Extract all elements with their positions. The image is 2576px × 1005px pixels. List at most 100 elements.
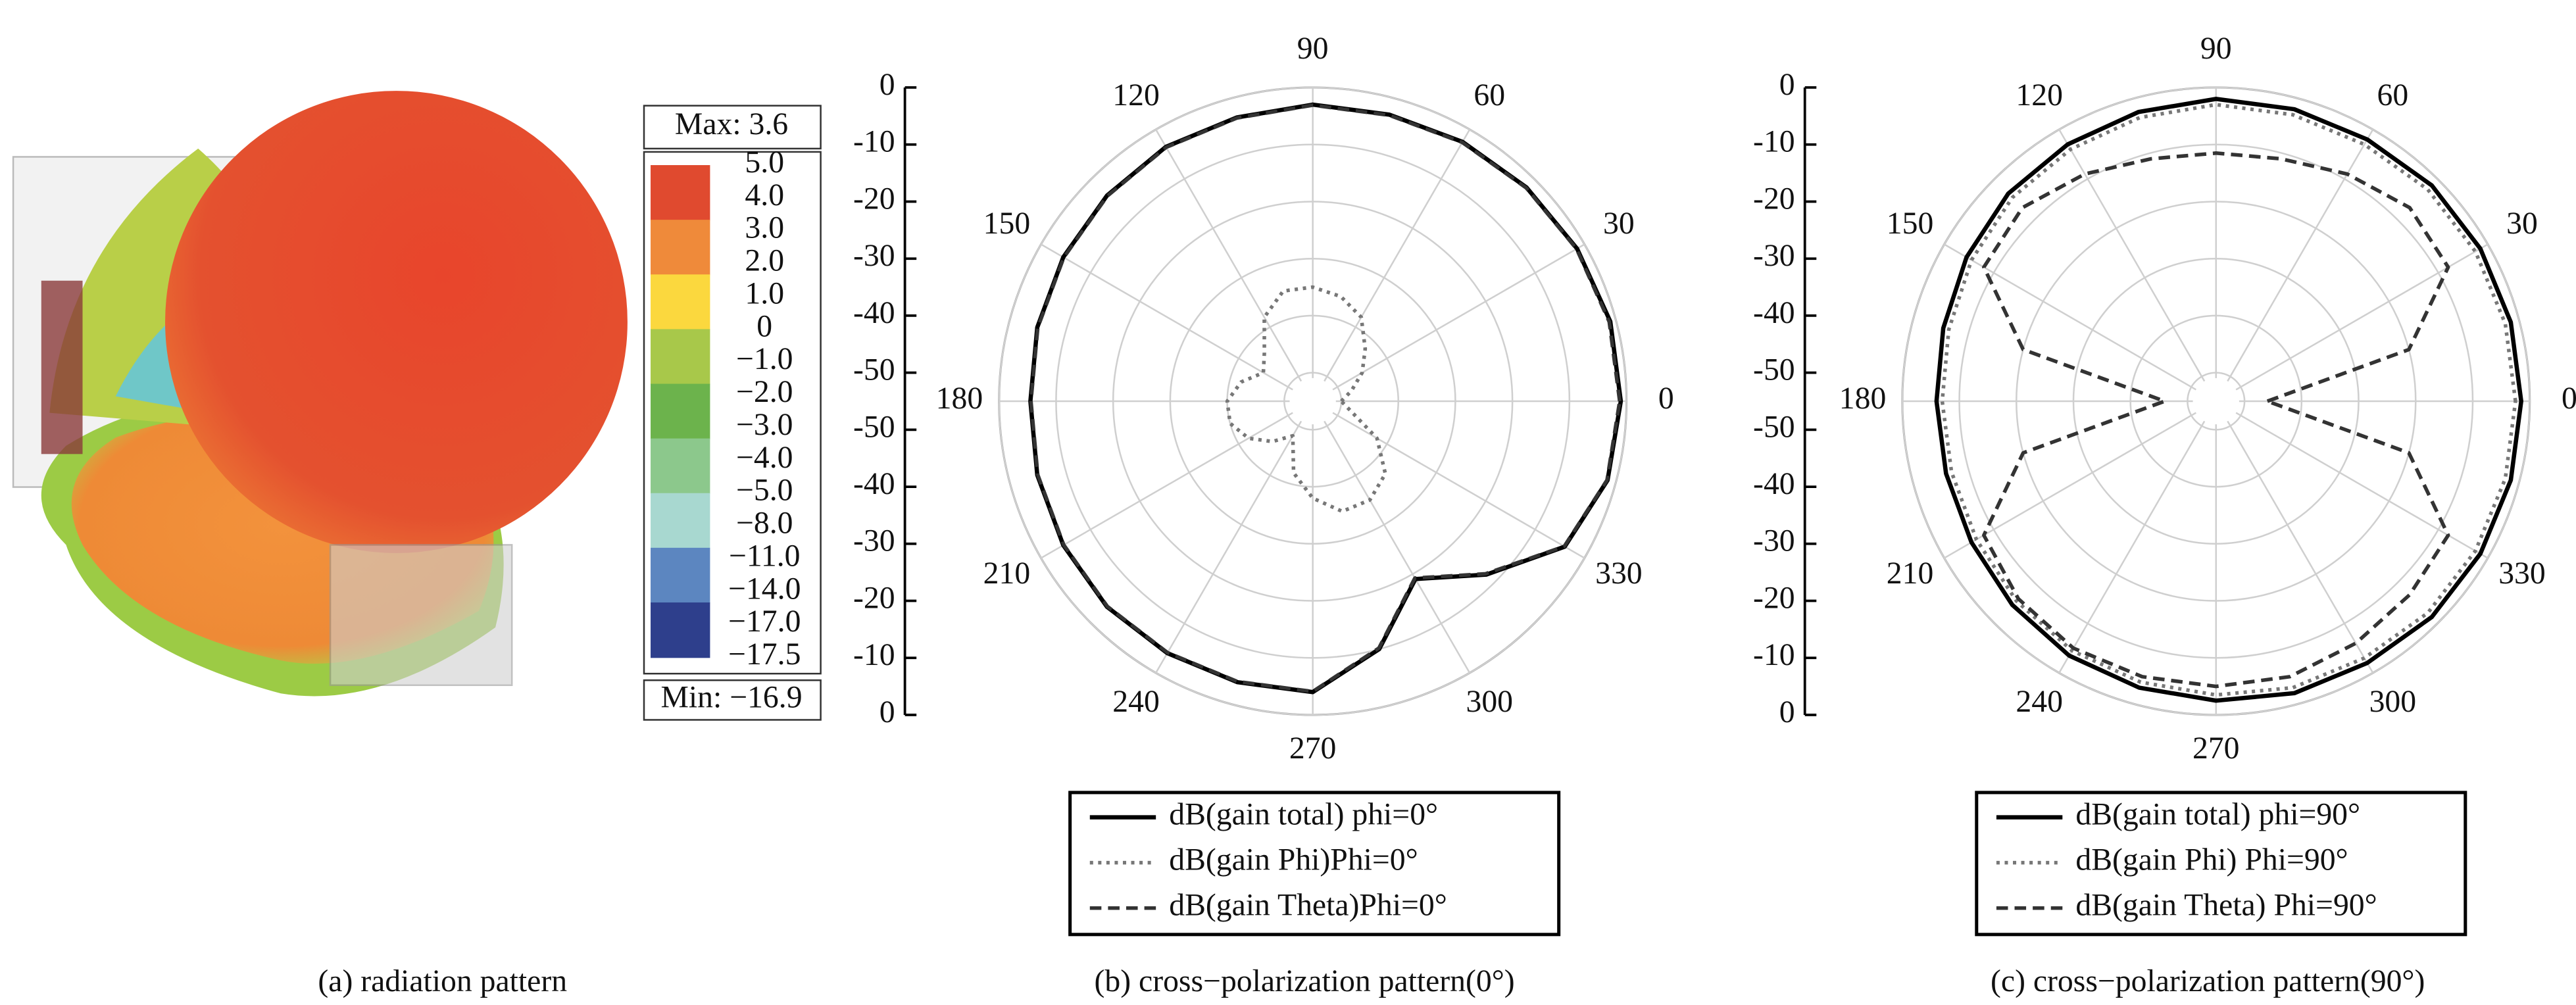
caption: (a) radiation pattern [318, 964, 567, 998]
colorbar-label: −17.0 [728, 604, 801, 639]
r-tick-label: -30 [853, 524, 895, 558]
grid-spoke [1040, 243, 1293, 391]
theta-tick-label: 240 [2016, 685, 2063, 719]
theta-tick-label: 150 [983, 207, 1031, 241]
r-tick-label: -30 [1753, 524, 1795, 558]
theta-tick-label: 60 [2377, 78, 2409, 112]
color-band [651, 329, 710, 385]
theta-tick-label: 210 [983, 556, 1031, 591]
grid-spoke [1332, 412, 1585, 559]
color-band [651, 438, 710, 494]
colorbar-label: −8.0 [736, 506, 793, 541]
theta-tick-label: 120 [2016, 78, 2063, 112]
colorbar-label: 2.0 [745, 244, 784, 278]
theta-tick-label: 120 [1112, 78, 1160, 112]
base [329, 544, 513, 687]
polar-chart: 0 0 -10 -10 -20 -20 -30 -30 -40 -40 -50 -50 0 30 60 90 1… [1753, 32, 2576, 998]
legend-label: dB(gain total) phi=0° [1169, 798, 1438, 832]
r-tick-label: 0 [1779, 695, 1795, 729]
r-tick-label: -10 [853, 638, 895, 672]
color-band [651, 383, 710, 439]
r-tick-label: 0 [879, 68, 895, 102]
colorbar-label: −4.0 [736, 441, 793, 475]
min-box [643, 679, 822, 721]
color-band [651, 493, 710, 549]
legend-label: dB(gain Theta)Phi=0° [1169, 889, 1447, 923]
r-tick-label: -40 [853, 467, 895, 501]
grid-spoke [2227, 129, 2374, 382]
r-tick-label: -20 [853, 182, 895, 216]
grid-spoke [2058, 129, 2206, 382]
theta-tick-label: 90 [2200, 32, 2232, 66]
r-tick-label: -40 [853, 296, 895, 330]
theta-tick-label: 150 [1887, 207, 1934, 241]
theta-tick-label: 0 [2562, 381, 2576, 416]
max-label: Max: 3.6 [675, 107, 788, 141]
grid-spoke [2058, 420, 2206, 674]
grid-spoke [2235, 412, 2489, 559]
r-tick-label: 0 [879, 695, 895, 729]
theta-tick-label: 240 [1112, 685, 1160, 719]
r-tick-label: -20 [1753, 581, 1795, 615]
r-tick-label: -50 [1753, 353, 1795, 387]
theta-tick-label: 330 [2498, 556, 2546, 591]
grid-spoke [2227, 420, 2374, 674]
radiation-3d [12, 91, 628, 697]
theta-tick-label: 180 [1839, 381, 1887, 416]
feed [41, 280, 83, 454]
r-tick-label: -20 [1753, 182, 1795, 216]
color-band [651, 165, 710, 221]
colorbar: Max: 3.6 5.04.03.02.01.00−1.0−2.0−3.0−4.0… [318, 105, 822, 998]
color-band [651, 602, 710, 658]
r-tick-label: -50 [1753, 410, 1795, 444]
r-tick-label: -30 [1753, 239, 1795, 273]
color-band [651, 547, 710, 604]
colorbar-label: −3.0 [736, 408, 793, 442]
r-tick-label: -40 [1753, 296, 1795, 330]
legend-label: dB(gain Phi)Phi=0° [1169, 843, 1418, 877]
colorbar-label: −5.0 [736, 474, 793, 508]
theta-tick-label: 30 [2506, 207, 2538, 241]
caption: (b) cross−polarization pattern(0°) [1095, 964, 1515, 998]
polar-chart: 0 0 -10 -10 -20 -20 -30 -30 -40 -40 -50 -50 0 30 60 90 1… [853, 32, 1674, 998]
colorbar-label: 0 [756, 309, 772, 343]
series-line [1225, 285, 1387, 514]
grid-spoke [1944, 243, 2196, 391]
r-tick-label: -30 [853, 239, 895, 273]
series-line [1934, 97, 2523, 703]
theta-tick-label: 30 [1603, 207, 1635, 241]
colorbar-label: 1.0 [745, 276, 784, 310]
r-tick-label: -20 [853, 581, 895, 615]
colorbar-label: 3.0 [745, 211, 784, 245]
theta-tick-label: 90 [1297, 32, 1329, 66]
theta-tick-label: 180 [936, 381, 983, 416]
min-label: Min: −16.9 [661, 680, 803, 714]
colorbar-label: −17.5 [728, 637, 801, 672]
r-tick-label: -10 [853, 125, 895, 159]
theta-tick-label: 300 [2369, 685, 2417, 719]
colorbar-label: −2.0 [736, 375, 793, 409]
main-lobe [165, 91, 628, 553]
grid-spoke [1155, 129, 1302, 382]
colorbar-label: 4.0 [745, 178, 784, 212]
theta-tick-label: 270 [1289, 731, 1337, 766]
colorbar-label: −14.0 [728, 572, 801, 606]
theta-tick-label: 330 [1595, 556, 1643, 591]
r-tick-label: -40 [1753, 467, 1795, 501]
series-line [1982, 151, 2450, 689]
grid-spoke [1332, 243, 1585, 391]
theta-tick-label: 300 [1466, 685, 1513, 719]
legend-label: dB(gain Phi) Phi=90° [2075, 843, 2348, 877]
r-tick-label: -50 [853, 410, 895, 444]
r-tick-label: -50 [853, 353, 895, 387]
grid-spoke [1324, 129, 1471, 382]
series-line [1029, 103, 1622, 694]
color-band [651, 220, 710, 276]
grid-spoke [1155, 420, 1302, 674]
r-tick-label: 0 [1779, 68, 1795, 102]
colorbar-label: −1.0 [736, 342, 793, 376]
r-tick-label: -10 [1753, 125, 1795, 159]
colorbar-label: 5.0 [745, 145, 784, 180]
max-box [643, 105, 822, 150]
